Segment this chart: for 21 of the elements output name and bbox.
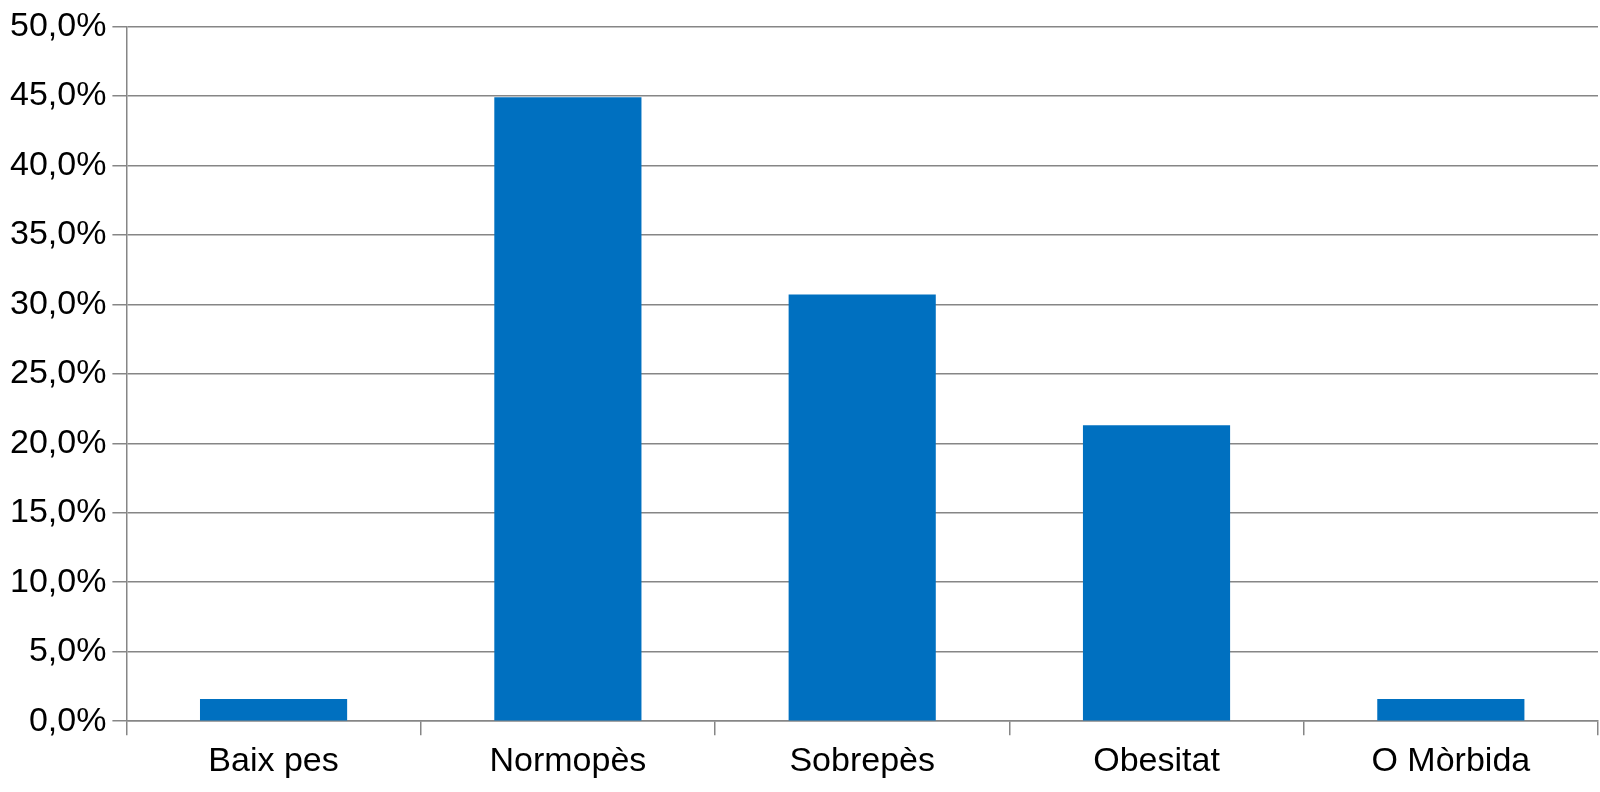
x-tick-label: O Mòrbida: [1371, 739, 1531, 778]
bar: [494, 97, 642, 721]
y-tick-label: 5,0%: [28, 630, 107, 669]
x-tick-label: Normopès: [489, 739, 647, 778]
y-tick-label: 30,0%: [10, 282, 107, 321]
y-tick-label: 25,0%: [10, 352, 107, 391]
bar: [199, 698, 348, 721]
bar: [1377, 698, 1525, 721]
y-tick-label: 35,0%: [10, 213, 107, 252]
y-tick-label: 40,0%: [10, 143, 107, 182]
x-tick-label: Baix pes: [208, 739, 339, 778]
y-tick-label: 50,0%: [10, 4, 107, 43]
x-tick-label: Sobrepès: [789, 739, 935, 778]
bar: [788, 294, 936, 721]
y-tick-label: 45,0%: [10, 74, 107, 113]
bar: [1082, 425, 1231, 721]
y-tick-label: 0,0%: [28, 699, 107, 738]
x-tick-label: Obesitat: [1093, 739, 1221, 778]
y-tick-label: 15,0%: [10, 491, 107, 530]
y-tick-label: 10,0%: [10, 560, 107, 599]
y-tick-label: 20,0%: [10, 421, 107, 460]
